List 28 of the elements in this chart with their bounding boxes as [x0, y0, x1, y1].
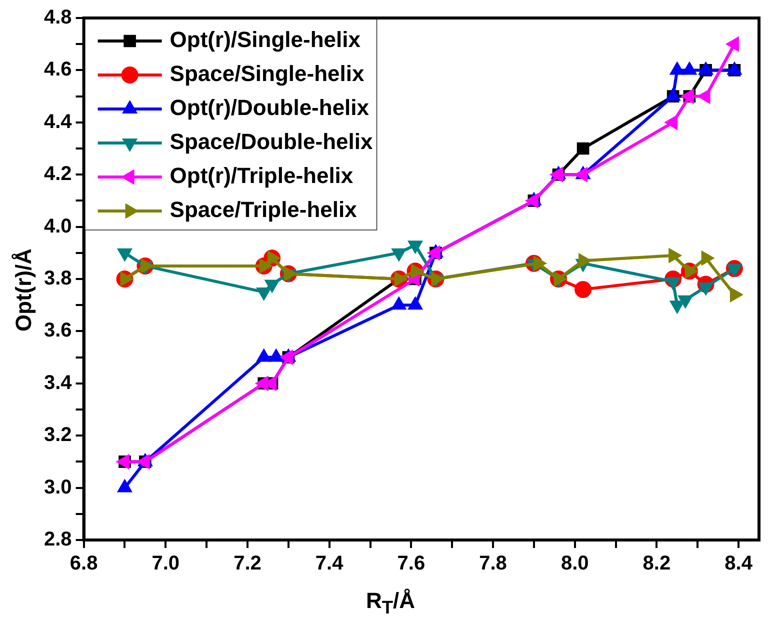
x-tick-label: 7.2: [234, 552, 262, 575]
x-axis-title: R$_{T}$/Å: [364, 588, 416, 618]
y-tick-label: 4.8: [44, 6, 72, 29]
legend-label: Space/Triple-helix: [170, 197, 358, 222]
legend-label: Opt(r)/Triple-helix: [170, 163, 354, 188]
y-tick-label: 4.0: [44, 215, 72, 238]
x-tick-label: 8.0: [560, 552, 589, 575]
y-tick-label: 4.2: [44, 163, 72, 186]
legend-label: Opt(r)/Single-helix: [170, 27, 362, 52]
y-axis-title: Opt(r)/Å: [11, 248, 37, 332]
y-tick-label: 2.8: [44, 528, 72, 551]
x-tick-label: 6.8: [70, 552, 98, 575]
legend-label: Space/Double-helix: [170, 129, 374, 154]
y-tick-label: 3.4: [44, 372, 73, 394]
x-tick-label: 8.4: [724, 552, 754, 575]
x-tick-label: 7.8: [479, 552, 507, 575]
legend-label: Space/Single-helix: [170, 61, 365, 86]
y-tick-label: 3.6: [44, 320, 72, 342]
y-tick-label: 3.0: [44, 476, 72, 498]
y-tick-label: 4.4: [44, 110, 73, 133]
y-tick-label: 3.2: [44, 424, 72, 446]
y-tick-label: 3.8: [44, 268, 72, 290]
x-tick-label: 8.2: [642, 552, 671, 575]
y-tick-label: 4.6: [44, 58, 72, 81]
x-tick-label: 7.6: [397, 552, 426, 575]
x-tick-label: 7.4: [315, 552, 344, 575]
x-tick-label: 7.0: [152, 552, 180, 575]
legend-label: Opt(r)/Double-helix: [170, 95, 370, 120]
